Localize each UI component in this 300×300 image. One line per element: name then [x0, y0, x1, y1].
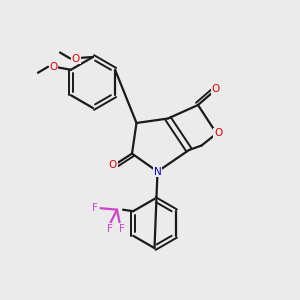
- Text: N: N: [154, 167, 161, 177]
- Text: O: O: [50, 62, 58, 72]
- Text: F: F: [92, 203, 98, 213]
- Text: O: O: [212, 84, 220, 94]
- Text: O: O: [109, 160, 117, 170]
- Text: O: O: [214, 128, 222, 139]
- Text: O: O: [71, 53, 80, 64]
- Text: F: F: [106, 224, 112, 234]
- Text: F: F: [118, 224, 124, 234]
